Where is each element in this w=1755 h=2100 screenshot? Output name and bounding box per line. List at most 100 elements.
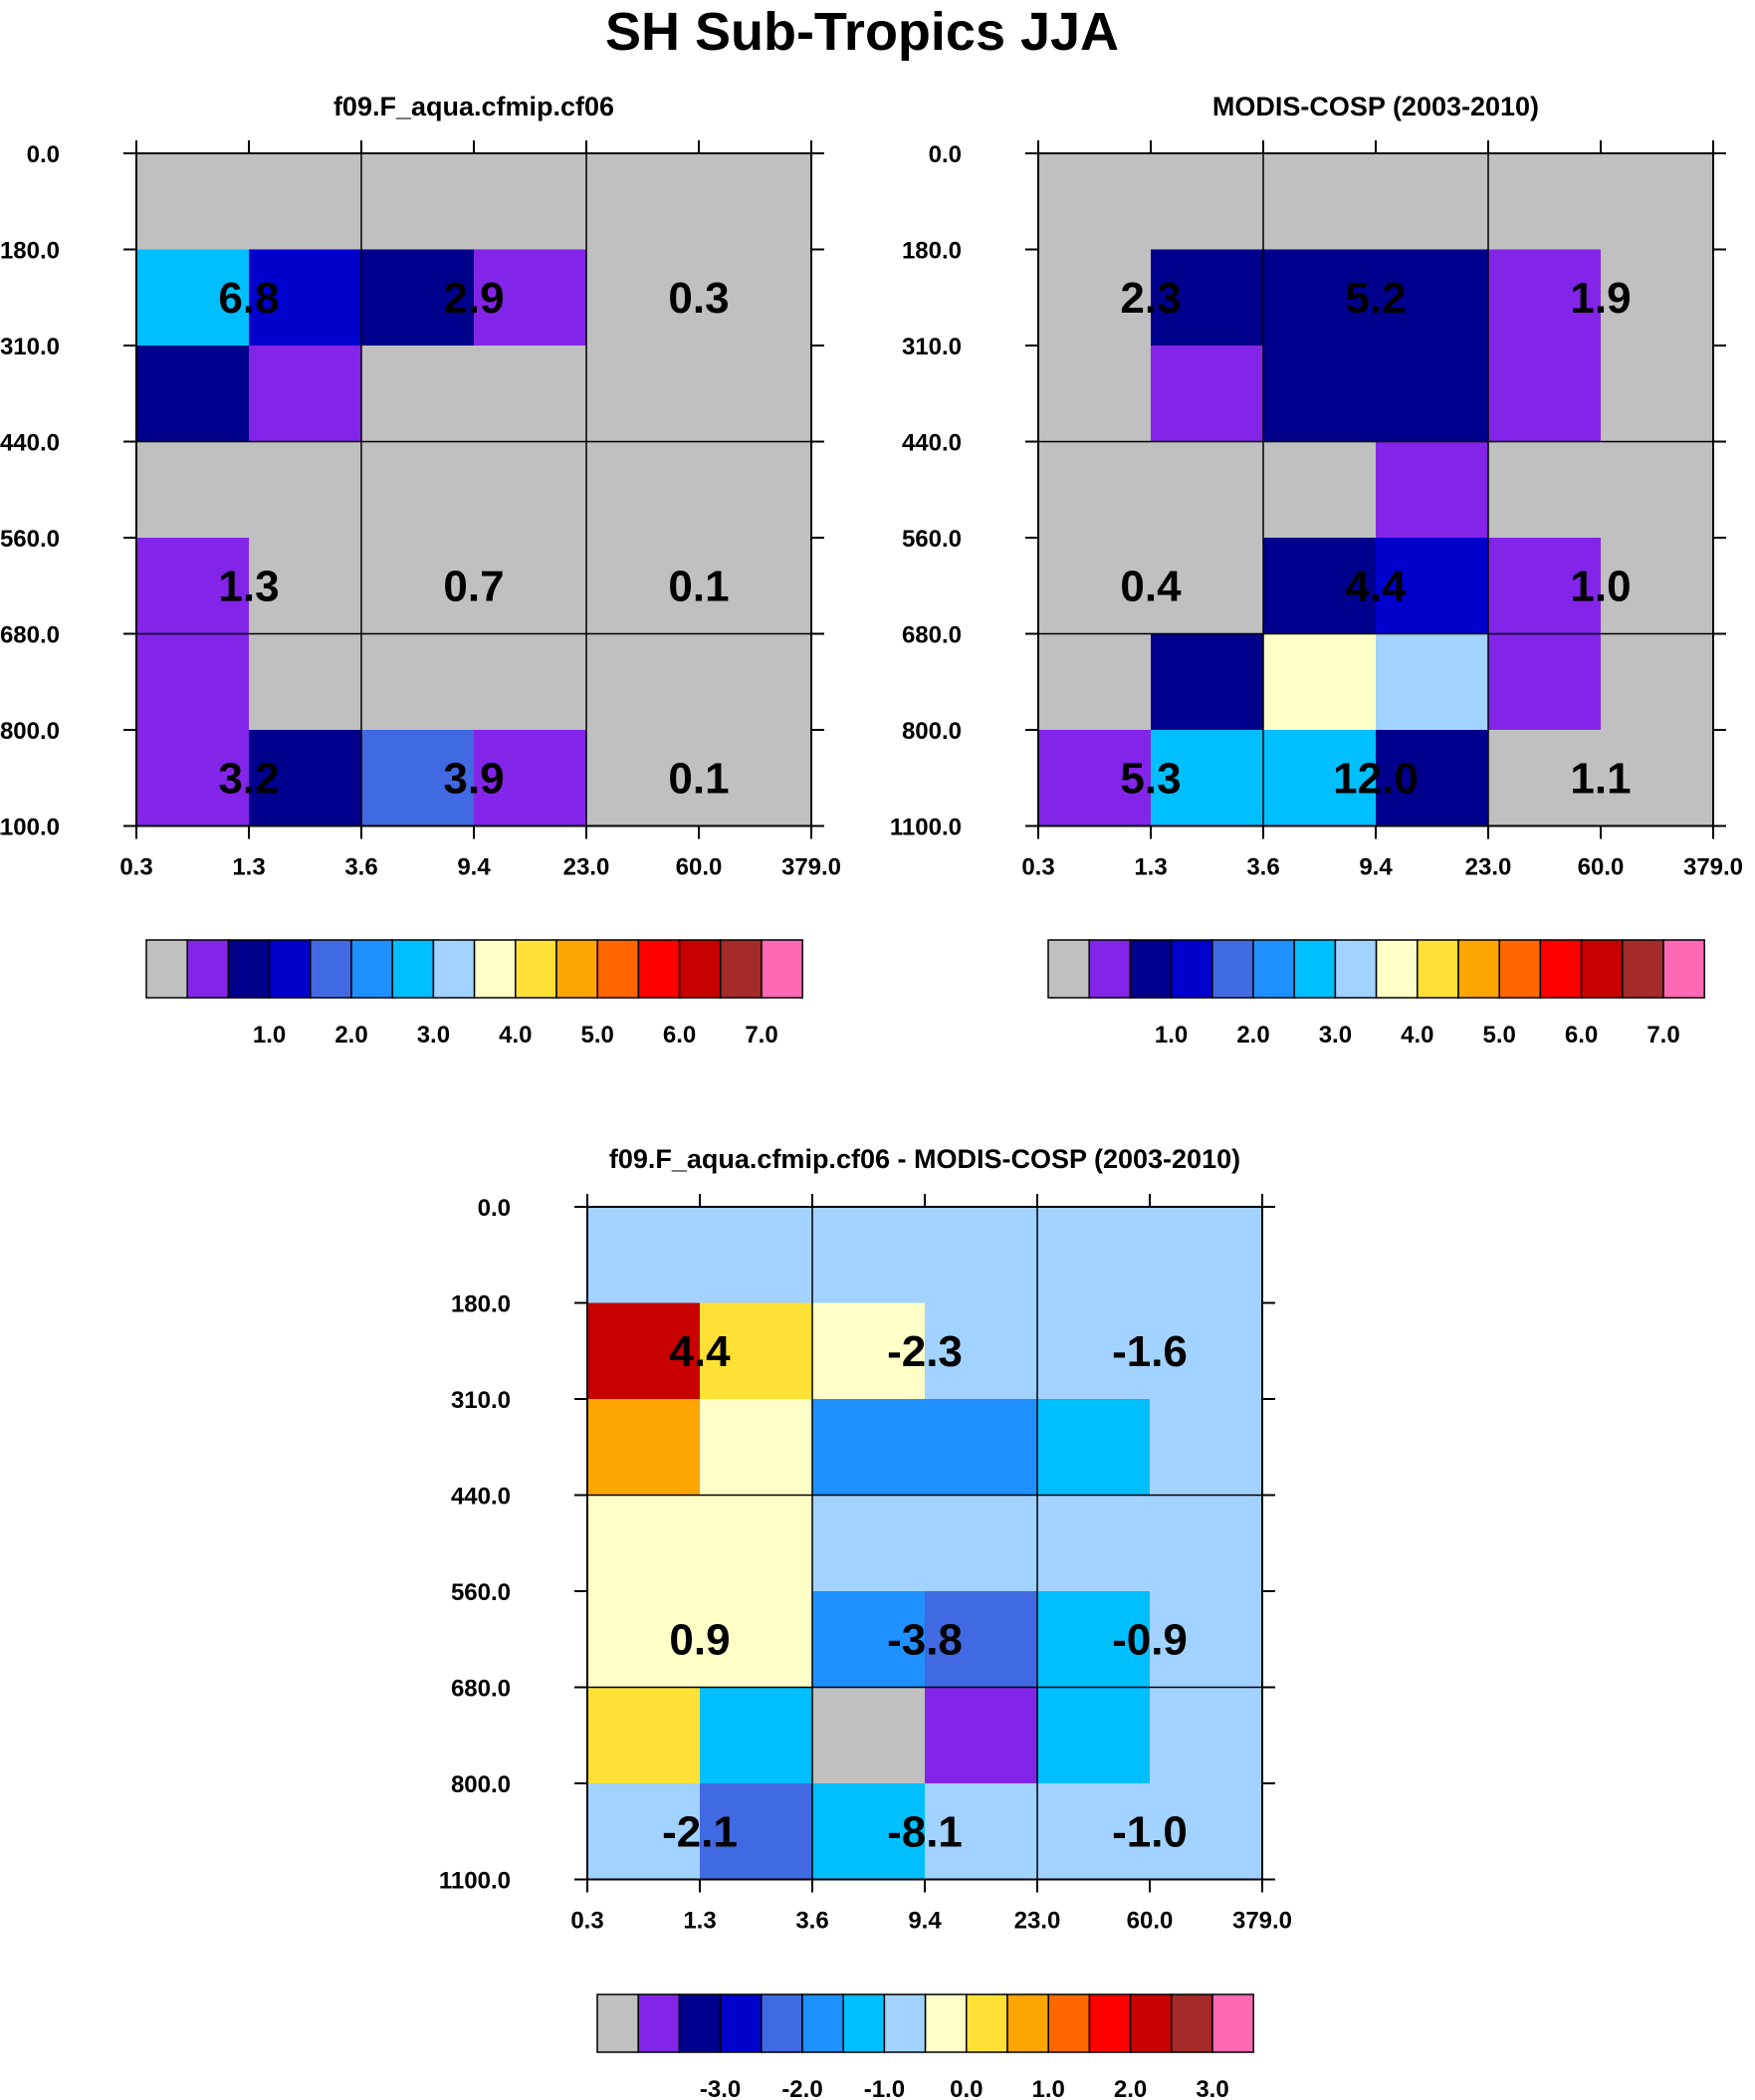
model-colorbar-box	[678, 939, 722, 999]
model-cell	[474, 249, 587, 347]
obs-colorbar-label: 5.0	[1483, 1022, 1516, 1049]
diff-ytick-label: 180.0	[451, 1291, 511, 1318]
obs-colorbar-box	[1375, 939, 1419, 999]
obs-colorbar-box	[1580, 939, 1624, 999]
model-cell	[474, 730, 587, 827]
model-cell	[136, 730, 250, 827]
model-colorbar-box	[432, 939, 476, 999]
model-box-value: 0.3	[668, 274, 729, 323]
diff-colorbar-label: -1.0	[864, 2076, 905, 2100]
diff-cell	[587, 1783, 701, 1881]
model-box-value: 3.2	[218, 754, 279, 803]
obs-colorbar-label: 3.0	[1319, 1022, 1352, 1049]
diff-colorbar-box	[1129, 1993, 1173, 2053]
model-cell	[361, 249, 475, 347]
diff-colorbar-box	[637, 1993, 681, 2053]
diff-colorbar-box	[924, 1993, 968, 2053]
obs-box-value: 2.3	[1120, 274, 1181, 323]
model-colorbar-box	[145, 939, 188, 999]
obs-cell	[1038, 441, 1152, 539]
model-box-value: 2.9	[443, 274, 504, 323]
model-cell	[249, 153, 362, 251]
model-ytick-label: 310.0	[0, 334, 60, 360]
model-ytick-label: 680.0	[0, 622, 60, 649]
model-box-value: 3.9	[443, 754, 504, 803]
diff-cell	[812, 1783, 926, 1881]
model-cell	[586, 730, 700, 827]
model-cell	[136, 441, 250, 539]
model-colorbar-label: 6.0	[663, 1022, 696, 1049]
obs-colorbar-box	[1334, 939, 1378, 999]
diff-cell	[925, 1399, 1038, 1497]
obs-cell	[1601, 633, 1714, 731]
model-cell	[699, 153, 812, 251]
diff-ytick-label: 0.0	[478, 1195, 511, 1222]
obs-cell	[1263, 730, 1377, 827]
diff-cell	[1037, 1591, 1151, 1689]
obs-cell	[1151, 633, 1264, 731]
obs-colorbar-box	[1129, 939, 1173, 999]
obs-cell	[1601, 153, 1714, 251]
obs-xtick-label: 60.0	[1578, 854, 1625, 881]
model-xtick-label: 9.4	[457, 854, 491, 881]
obs-xtick-label: 1.3	[1134, 854, 1167, 881]
model-cell	[474, 153, 587, 251]
model-box-value: 0.1	[668, 754, 729, 803]
model-xtick-label: 60.0	[676, 854, 723, 881]
obs-cell	[1376, 730, 1489, 827]
diff-colorbar-box	[596, 1993, 639, 2053]
obs-cell	[1038, 249, 1152, 347]
obs-cell	[1263, 633, 1377, 731]
diff-cell	[587, 1207, 701, 1304]
model-ytick-label: 1100.0	[0, 815, 60, 841]
obs-ytick-label: 800.0	[902, 718, 962, 745]
model-colorbar-box	[637, 939, 681, 999]
diff-cell	[1150, 1399, 1263, 1497]
model-colorbar-box	[227, 939, 271, 999]
obs-box-value: 4.4	[1345, 562, 1407, 610]
diff-box-value: 0.9	[669, 1615, 730, 1664]
obs-colorbar-box	[1293, 939, 1337, 999]
obs-cell	[1376, 441, 1489, 539]
model-colorbar-box	[761, 939, 803, 999]
obs-box-value: 1.9	[1570, 274, 1631, 323]
model-colorbar-label: 5.0	[581, 1022, 614, 1049]
diff-ytick-label: 310.0	[451, 1387, 511, 1414]
diff-ytick-label: 440.0	[451, 1484, 511, 1511]
diff-ytick-label: 800.0	[451, 1771, 511, 1798]
model-colorbar-label: 2.0	[334, 1022, 367, 1049]
diff-cell	[1150, 1302, 1263, 1400]
diff-cell	[1150, 1495, 1263, 1592]
obs-cell	[1263, 249, 1377, 347]
diff-cell	[925, 1207, 1038, 1304]
obs-title: MODIS-COSP (2003-2010)	[1212, 92, 1539, 121]
model-cell	[474, 441, 587, 539]
model-box-value: 6.8	[218, 274, 279, 323]
model-cell	[136, 249, 250, 347]
diff-cell	[812, 1687, 926, 1784]
diff-cell	[1150, 1591, 1263, 1689]
diff-cell	[1150, 1783, 1263, 1881]
diff-xtick-label: 60.0	[1127, 1908, 1174, 1935]
obs-cell	[1151, 153, 1264, 251]
diff-cell	[700, 1495, 813, 1592]
obs-colorbar-box	[1539, 939, 1583, 999]
model-cell	[586, 633, 700, 731]
diff-box-value: -2.1	[662, 1807, 738, 1856]
diff-xtick-label: 0.3	[570, 1908, 603, 1935]
diff-cell	[587, 1399, 701, 1497]
diff-cell	[1037, 1783, 1151, 1881]
diff-colorbar-label: 0.0	[950, 2076, 983, 2100]
obs-cell	[1263, 538, 1377, 635]
diff-cell	[925, 1783, 1038, 1881]
model-ytick-label: 440.0	[0, 430, 60, 457]
model-cell	[361, 730, 475, 827]
obs-cell	[1488, 153, 1602, 251]
obs-cell	[1151, 730, 1264, 827]
obs-colorbar-box	[1170, 939, 1213, 999]
diff-colorbar-box	[1211, 1993, 1254, 2053]
model-cell	[699, 249, 812, 347]
diff-ytick-label: 680.0	[451, 1676, 511, 1703]
obs-cell	[1038, 633, 1152, 731]
